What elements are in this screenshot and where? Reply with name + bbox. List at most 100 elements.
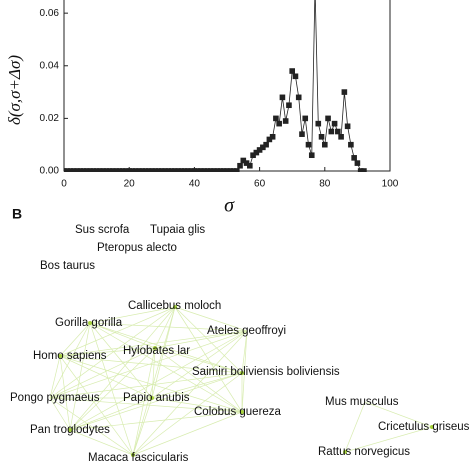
data-point [103,168,110,172]
node-label: Sus scrofa [75,224,130,236]
data-point [70,168,77,172]
data-point [77,168,84,172]
network-edge [89,322,243,374]
data-point [119,168,126,172]
data-point [325,115,331,122]
data-point [181,168,188,172]
data-point [165,168,172,172]
data-point [250,152,256,159]
node-label: Tupaia glis [150,224,205,236]
data-point [159,168,165,172]
data-point [348,141,354,148]
network-edge [59,347,156,357]
network-node-dot [240,371,244,375]
network-edges [49,305,434,457]
data-point [263,141,269,148]
data-point [282,118,289,124]
network-node: Tupaia glis [150,224,205,236]
panel-b: B Sus scrofa Tupaia glis Pteropus alectoBo… [10,206,470,464]
network-node: Mus musculus [325,396,399,408]
network-node-dot [153,346,157,350]
data-point [237,162,243,169]
data-point [318,134,325,140]
data-point [341,89,348,95]
network-node: Papio anubis [123,392,190,404]
data-point [175,168,181,172]
node-label: Ateles geoffroyi [207,325,286,337]
data-point [80,168,87,172]
node-label: Saimiri boliviensis boliviensis [192,366,340,378]
network-edge [49,306,176,399]
network-edge [132,306,176,456]
data-point [227,168,234,172]
data-point [149,168,155,172]
network-edge [89,322,134,456]
network-node: Saimiri boliviensis boliviensis [192,366,340,378]
node-label: Pongo pygmaeus [10,392,100,404]
data-point [162,168,168,172]
network-edge [69,330,248,431]
network-node: Ateles geoffroyi [207,325,286,337]
network-edge [132,397,153,456]
data-point [116,168,123,172]
network-edge [151,347,156,399]
data-point [204,168,211,172]
network-edge [49,372,243,399]
node-label: Pan troglodytes [30,424,110,436]
network-node-dot [430,425,434,429]
data-point [185,168,191,172]
node-label: Macaca fascicularis [88,452,189,464]
data-point [243,160,250,166]
network-node-dot [88,321,92,325]
network-edge [49,397,71,431]
data-point [172,168,178,172]
data-point [354,160,361,166]
node-label: Colobus guereza [194,406,282,418]
network-edge [69,347,156,431]
network-edge [151,306,176,399]
data-point [87,168,93,172]
x-tick-label: 60 [254,179,266,190]
data-point [247,162,253,169]
data-point [335,128,341,135]
x-tick-label: 0 [61,179,67,190]
data-point [302,115,309,122]
data-point [142,168,149,172]
network-edge [154,330,248,349]
network-node: Pan troglodytes [30,424,110,436]
network-edge [89,306,176,324]
data-point [315,120,322,127]
data-point [338,134,344,140]
network-node: Callicebus moloch [128,300,221,312]
data-point [217,168,224,172]
network-node: Hylobates lar [123,345,190,357]
network-edge [154,347,243,413]
network-edge [59,330,248,357]
data-point [357,168,364,172]
network-edge [59,322,91,357]
data-point [106,168,113,172]
data-point [266,136,273,143]
network-edge [69,372,243,431]
network-edge [154,347,243,374]
network-edge [69,322,91,431]
node-label: Homo sapiens [33,350,107,362]
data-point [97,168,103,172]
data-point [168,168,175,172]
data-point [90,168,97,172]
data-point [129,168,136,172]
network-node-dot [68,428,72,432]
data-point [126,168,132,172]
network-edge [59,355,134,456]
data-point [214,168,221,172]
network-edge [49,397,243,413]
network-edge [151,330,248,399]
network-edge [49,347,156,399]
x-axis-label: σ [224,195,235,217]
network-edge [132,330,248,456]
network-edge [132,347,156,456]
data-point [145,168,152,172]
node-label: Mus musculus [325,396,399,408]
network-edge [69,306,176,431]
